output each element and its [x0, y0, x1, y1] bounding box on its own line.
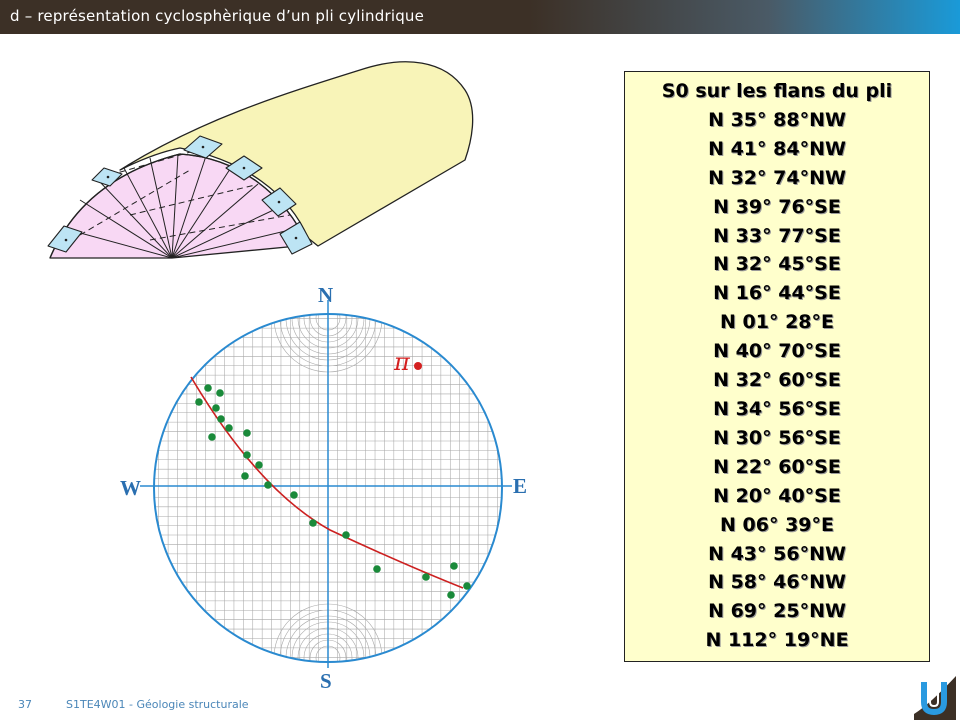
south-label: S: [320, 669, 332, 693]
bedding-pole-point: [216, 389, 224, 397]
title-bar: d – représentation cyclosphèrique d’un p…: [0, 0, 960, 34]
measurement-line: N 06° 39°E: [720, 513, 834, 536]
pi-axis-point: [414, 362, 422, 370]
measurement-line: N 32° 45°SE: [713, 253, 841, 276]
stereonet: π N S E W: [120, 283, 527, 693]
bedding-pole-point: [290, 491, 298, 499]
north-label: N: [318, 283, 333, 307]
measurement-line: N 32° 60°SE: [713, 369, 841, 392]
bedding-pole-point: [225, 424, 233, 432]
measurements-heading: S0 sur les flans du pli: [661, 80, 893, 102]
cylindrical-best-fit-great-circle: [190, 376, 464, 589]
cylindrical-fold-diagram: [47, 61, 474, 259]
slide-title: d – représentation cyclosphèrique d’un p…: [10, 7, 425, 25]
measurement-line: N 16° 44°SE: [713, 282, 841, 305]
measurement-line: N 34° 56°SE: [713, 397, 841, 420]
bedding-pole-point: [422, 573, 430, 581]
measurement-line: N 112° 19°NE: [705, 629, 849, 652]
bedding-pole-point: [264, 481, 272, 489]
bedding-pole-point: [309, 519, 317, 527]
measurement-line: N 01° 28°E: [720, 311, 834, 334]
bedding-pole-point: [217, 415, 225, 423]
measurement-line: N 39° 76°SE: [713, 195, 841, 218]
bedding-pole-point: [463, 582, 471, 590]
tangent-plane: [47, 225, 83, 253]
measurement-line: N 69° 25°NW: [708, 600, 846, 623]
measurement-line: N 58° 46°NW: [708, 571, 846, 594]
measurement-line: N 41° 84°NW: [708, 137, 846, 160]
bedding-pole-point: [195, 398, 203, 406]
measurement-line: N 33° 77°SE: [713, 224, 841, 247]
bedding-pole-point: [212, 404, 220, 412]
measurement-line: N 43° 56°NW: [708, 542, 846, 565]
measurement-line: N 35° 88°NW: [708, 108, 846, 131]
bedding-pole-point: [373, 565, 381, 573]
bedding-pole-point: [204, 384, 212, 392]
measurement-line: N 22° 60°SE: [713, 455, 841, 478]
course-label: S1TE4W01 - Géologie structurale: [66, 698, 249, 711]
measurements-panel: S0 sur les flans du pli N 35° 88°NW N 41°…: [624, 71, 930, 662]
bedding-pole-point: [450, 562, 458, 570]
bedding-pole-point: [241, 472, 249, 480]
bedding-pole-point: [208, 433, 216, 441]
bedding-poles: [195, 384, 471, 599]
measurement-line: N 32° 74°NW: [708, 166, 846, 189]
measurement-line: N 30° 56°SE: [713, 426, 841, 449]
west-label: W: [120, 476, 141, 500]
bedding-pole-point: [342, 531, 350, 539]
east-label: E: [513, 474, 527, 498]
university-logo: [914, 676, 956, 720]
bedding-pole-point: [447, 591, 455, 599]
bedding-pole-point: [255, 461, 263, 469]
measurement-line: N 40° 70°SE: [713, 340, 841, 363]
measurements-list: N 35° 88°NW N 41° 84°NW N 32° 74°NW N 39° 7…: [625, 106, 929, 655]
fold-cylinder-surface: [119, 61, 474, 247]
page-number: 37: [18, 698, 32, 711]
measurement-line: N 20° 40°SE: [713, 484, 841, 507]
bedding-pole-point: [243, 429, 251, 437]
pi-axis-label: π: [393, 348, 411, 376]
bedding-pole-point: [243, 451, 251, 459]
